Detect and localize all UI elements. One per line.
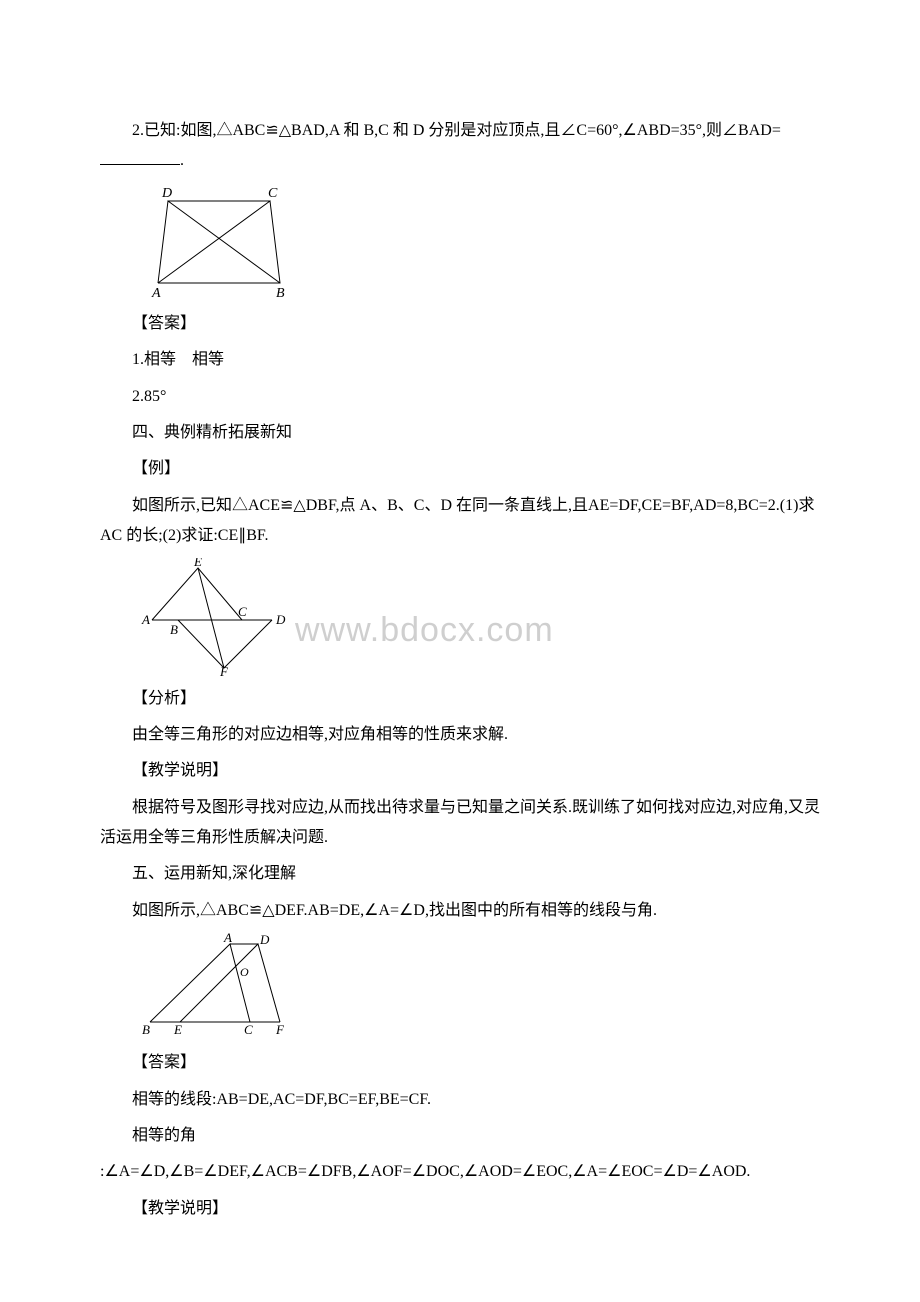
label-E3: E — [173, 1022, 182, 1037]
label-C3: C — [244, 1022, 253, 1037]
answers2-heading: 【答案】 — [100, 1048, 820, 1078]
figure-q2: D C A B — [140, 183, 820, 303]
label-D: D — [161, 186, 172, 201]
figure-section5-svg: A D O B E C F — [140, 932, 300, 1042]
teach2-heading: 【教学说明】 — [100, 1194, 820, 1224]
label-O: O — [240, 965, 249, 979]
label-A: A — [151, 286, 161, 301]
label-F: F — [219, 664, 229, 678]
answers2-lines: 相等的线段:AB=DE,AC=DF,BC=EF,BE=CF. — [100, 1085, 820, 1115]
label-D3: D — [259, 932, 270, 947]
answer-blank — [100, 148, 180, 165]
example-text-span: 如图所示,已知△ACE≌△DBF,点 A、B、C、D 在同一条直线上,且AE=D… — [100, 491, 820, 552]
analysis-heading: 【分析】 — [100, 684, 820, 714]
answer-1: 1.相等 相等 — [100, 345, 820, 375]
label-D2: D — [275, 612, 286, 627]
label-C2: C — [238, 604, 247, 619]
example-heading: 【例】 — [100, 454, 820, 484]
analysis-text: 由全等三角形的对应边相等,对应角相等的性质来求解. — [100, 720, 820, 750]
question-2-text-after: . — [180, 152, 184, 169]
label-E: E — [193, 558, 202, 569]
figure-q2-svg: D C A B — [140, 183, 300, 303]
label-A3: A — [223, 932, 232, 945]
answers-heading: 【答案】 — [100, 309, 820, 339]
figure-section5: A D O B E C F — [140, 932, 820, 1042]
section-5-heading: 五、运用新知,深化理解 — [100, 859, 820, 889]
label-F3: F — [275, 1022, 285, 1037]
label-C: C — [268, 186, 278, 201]
teach1-text-span: 根据符号及图形寻找对应边,从而找出待求量与已知量之间关系.既训练了如何找对应边,… — [100, 793, 820, 854]
answers2-angles-label: 相等的角 — [100, 1121, 820, 1151]
teach1-text: 根据符号及图形寻找对应边,从而找出待求量与已知量之间关系.既训练了如何找对应边,… — [100, 793, 820, 854]
label-B2: B — [170, 622, 178, 637]
label-B: B — [276, 286, 285, 301]
label-A2: A — [141, 612, 150, 627]
document-page: 2.已知:如图,△ABC≌△BAD,A 和 B,C 和 D 分别是对应顶点,且∠… — [0, 0, 920, 1290]
section-4-heading: 四、典例精析拓展新知 — [100, 418, 820, 448]
figure-example: E A B C D F www.bdocx.com — [140, 558, 820, 678]
watermark-text: www.bdocx.com — [295, 598, 554, 663]
label-B3: B — [142, 1022, 150, 1037]
question-2: 2.已知:如图,△ABC≌△BAD,A 和 B,C 和 D 分别是对应顶点,且∠… — [100, 116, 820, 177]
answer-2: 2.85° — [100, 382, 820, 412]
figure-example-svg: E A B C D F — [140, 558, 310, 678]
example-text: 如图所示,已知△ACE≌△DBF,点 A、B、C、D 在同一条直线上,且AE=D… — [100, 491, 820, 552]
teach1-heading: 【教学说明】 — [100, 756, 820, 786]
answers2-angles: :∠A=∠D,∠B=∠DEF,∠ACB=∠DFB,∠AOF=∠DOC,∠AOD=… — [100, 1157, 820, 1187]
question-2-text-before: 2.已知:如图,△ABC≌△BAD,A 和 B,C 和 D 分别是对应顶点,且∠… — [100, 116, 781, 146]
section-5-text: 如图所示,△ABC≌△DEF.AB=DE,∠A=∠D,找出图中的所有相等的线段与… — [100, 896, 820, 926]
